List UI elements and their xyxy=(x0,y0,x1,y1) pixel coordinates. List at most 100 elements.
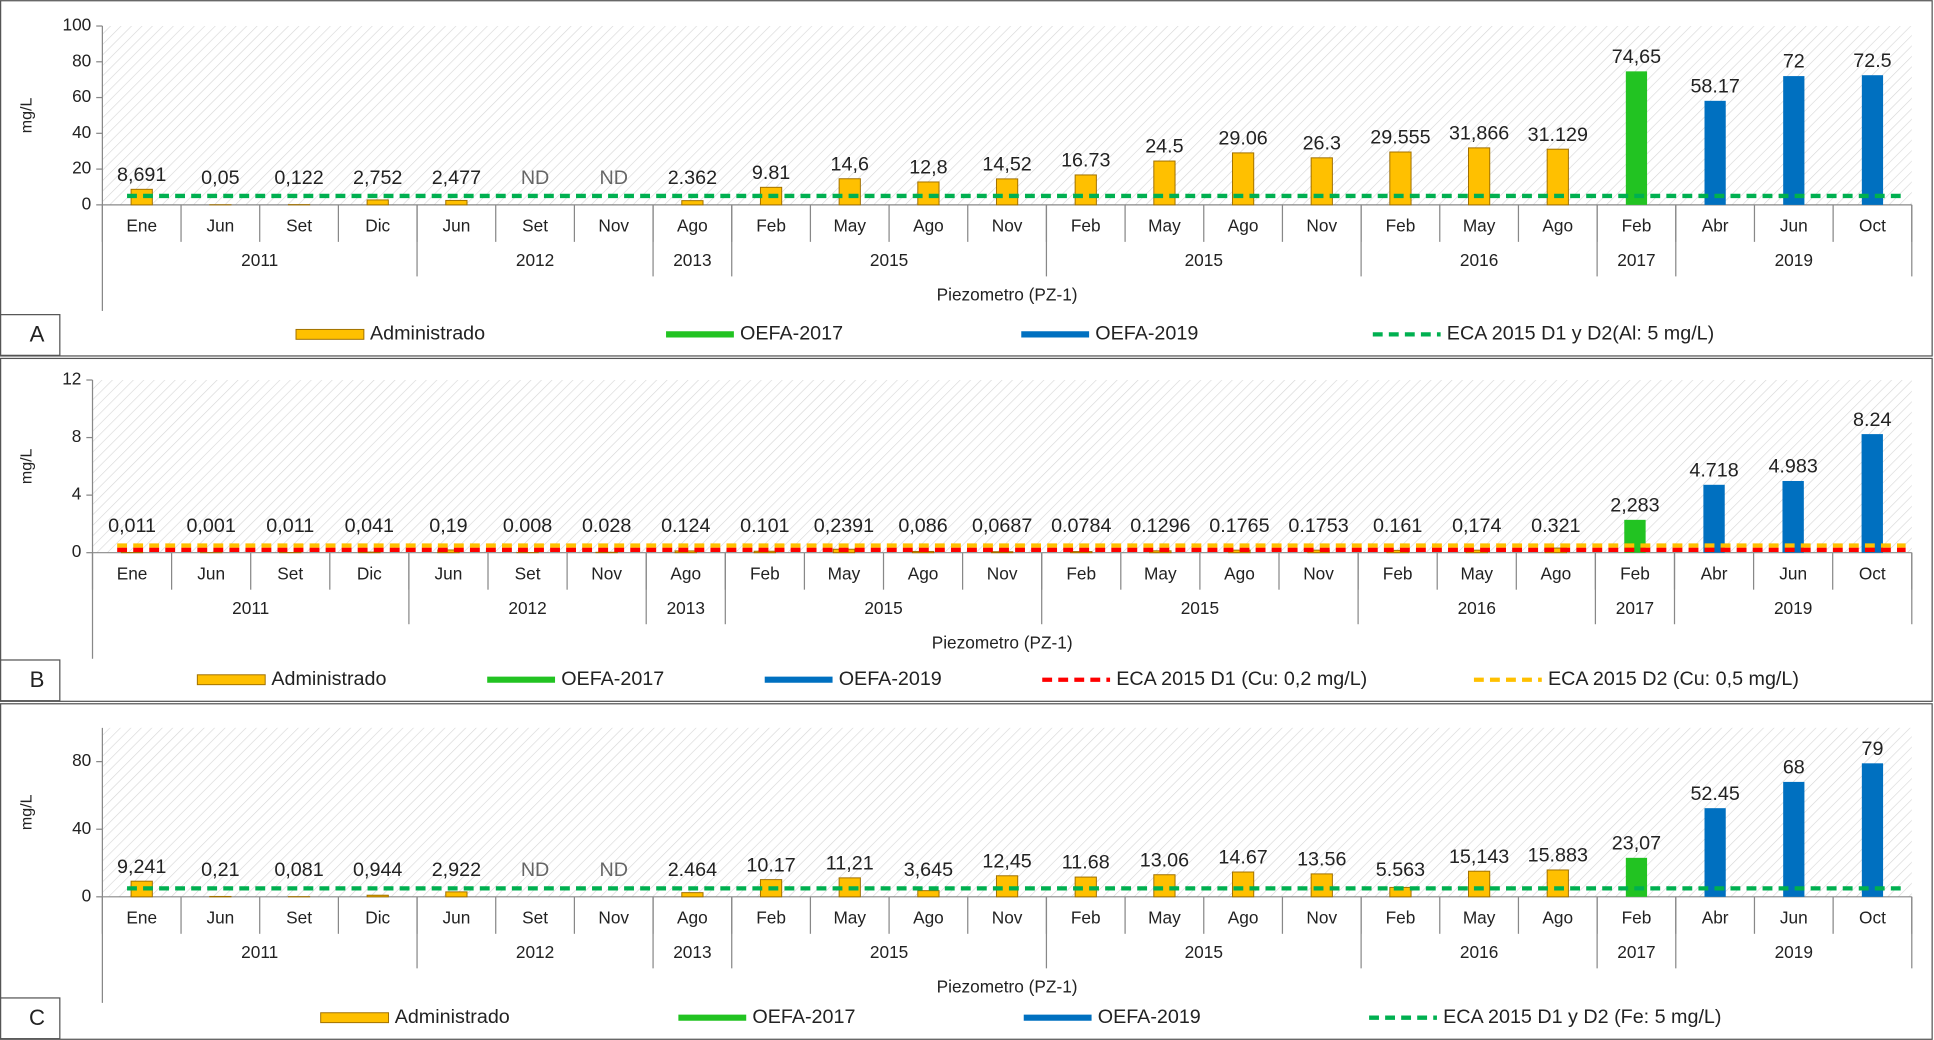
x-tick-label: May xyxy=(1148,908,1181,928)
data-label: ND xyxy=(599,859,627,881)
data-label: 15,143 xyxy=(1449,846,1509,868)
y-tick-label: 100 xyxy=(62,15,91,35)
x-tick-label: Nov xyxy=(1303,563,1334,583)
y-tick-label: 0 xyxy=(82,885,92,905)
legend-label: Administrado xyxy=(271,668,386,690)
legend-swatch xyxy=(196,674,266,686)
group-label: 2012 xyxy=(516,250,554,270)
data-label: 10.17 xyxy=(746,854,795,876)
x-tick-label: Feb xyxy=(1066,563,1096,583)
x-tick-label: Feb xyxy=(1071,216,1101,236)
group-label: 2015 xyxy=(870,942,908,962)
y-tick-label: 4 xyxy=(72,484,82,504)
bar xyxy=(1231,871,1255,898)
bar xyxy=(681,200,704,206)
x-tick-label: May xyxy=(1144,563,1177,583)
data-label: 74,65 xyxy=(1612,46,1661,68)
y-tick-label: 20 xyxy=(72,158,91,178)
bar xyxy=(1861,434,1883,553)
data-label: 79 xyxy=(1861,738,1883,760)
x-tick-label: Dic xyxy=(357,563,382,583)
x-tick-label: Jun xyxy=(1779,563,1807,583)
data-label: 52.45 xyxy=(1690,783,1739,805)
data-label: 2,752 xyxy=(353,167,402,189)
legend-label: ECA 2015 D1 (Cu: 0,2 mg/L) xyxy=(1116,668,1367,690)
data-label: 0,011 xyxy=(266,515,314,537)
panel-letter-box xyxy=(0,314,61,356)
x-tick-label: Set xyxy=(515,563,541,583)
bar xyxy=(1231,152,1255,206)
group-label: 2013 xyxy=(667,598,705,618)
x-tick-label: Ago xyxy=(1542,216,1573,236)
y-axis-label: mg/L xyxy=(17,98,35,134)
x-tick-label: Nov xyxy=(598,216,629,236)
bar xyxy=(445,199,468,206)
data-label: 0,174 xyxy=(1452,515,1501,537)
data-label: 13.06 xyxy=(1140,849,1189,871)
bar xyxy=(1153,874,1176,898)
bar xyxy=(1467,147,1491,206)
bar xyxy=(358,551,381,554)
x-tick-label: Jun xyxy=(442,216,470,236)
data-label: 0.124 xyxy=(661,515,710,537)
data-label: 0,041 xyxy=(345,515,394,537)
data-label: 11.68 xyxy=(1062,852,1110,874)
group-label: 2019 xyxy=(1775,942,1813,962)
legend-label: OEFA-2019 xyxy=(1095,323,1198,345)
bar xyxy=(445,891,468,898)
bar xyxy=(1782,480,1804,553)
panel-letter-box xyxy=(0,659,61,702)
data-label: 0.1296 xyxy=(1130,515,1190,537)
data-label: 8.24 xyxy=(1853,409,1891,431)
group-label: 2017 xyxy=(1617,250,1655,270)
x-tick-label: Jun xyxy=(1780,908,1808,928)
x-tick-label: Ago xyxy=(913,908,944,928)
x-tick-label: May xyxy=(1463,908,1496,928)
y-tick-label: 40 xyxy=(72,122,91,142)
data-label: 31,866 xyxy=(1449,123,1509,145)
legend-label: Administrado xyxy=(370,323,485,345)
data-label: 0,001 xyxy=(186,515,235,537)
data-label: 0.0784 xyxy=(1051,515,1111,537)
group-label: 2012 xyxy=(516,942,554,962)
x-tick-label: Feb xyxy=(750,563,780,583)
data-label: 14,6 xyxy=(831,153,869,175)
x-tick-label: Nov xyxy=(992,216,1023,236)
x-tick-label: Ago xyxy=(908,563,939,583)
data-label: 2,477 xyxy=(432,167,481,189)
data-label: 5.563 xyxy=(1376,859,1425,881)
bar xyxy=(1783,781,1805,897)
bar xyxy=(1861,75,1884,205)
data-label: 0,21 xyxy=(201,859,239,881)
data-label: 29.555 xyxy=(1370,127,1430,149)
x-tick-label: Set xyxy=(522,908,548,928)
x-tick-label: Nov xyxy=(1306,908,1337,928)
x-tick-label: Set xyxy=(286,908,312,928)
x-tick-label: Set xyxy=(286,216,312,236)
data-label: 11,21 xyxy=(826,853,874,875)
group-label: 2016 xyxy=(1460,250,1498,270)
x-tick-label: Nov xyxy=(1306,216,1337,236)
data-label: 4.718 xyxy=(1689,459,1738,481)
data-label: 31.129 xyxy=(1528,124,1588,146)
data-label: 0.1765 xyxy=(1209,515,1269,537)
legend-label: ECA 2015 D1 y D2 (Fe: 5 mg/L) xyxy=(1443,1006,1721,1028)
x-tick-label: Feb xyxy=(756,908,786,928)
y-tick-label: 12 xyxy=(62,369,81,389)
data-label: 8,691 xyxy=(117,164,166,186)
x-tick-label: Ene xyxy=(126,216,157,236)
y-tick-label: 40 xyxy=(72,818,91,838)
panel-border xyxy=(0,357,1933,702)
data-label: 0.161 xyxy=(1373,515,1422,537)
group-label: 2019 xyxy=(1774,598,1812,618)
data-label: ND xyxy=(521,859,549,881)
legend-label: OEFA-2019 xyxy=(1098,1006,1201,1028)
x-tick-label: Feb xyxy=(756,216,786,236)
data-label: 23,07 xyxy=(1612,832,1661,854)
y-tick-label: 80 xyxy=(72,750,91,770)
x-tick-label: May xyxy=(833,908,866,928)
x-tick-label: Feb xyxy=(1622,908,1652,928)
bar xyxy=(1703,484,1725,553)
group-label: 2012 xyxy=(508,598,546,618)
bar xyxy=(838,178,861,206)
